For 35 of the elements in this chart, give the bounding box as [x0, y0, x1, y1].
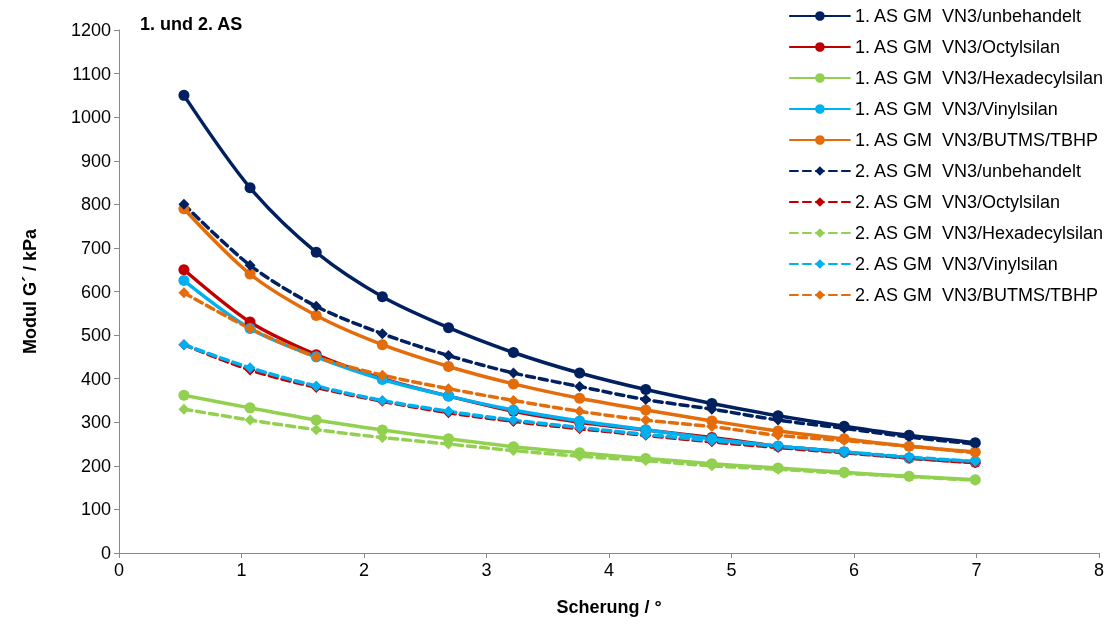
legend-label: 2. AS GM VN3/unbehandelt [854, 161, 1082, 181]
y-tick-label: 1000 [70, 107, 111, 128]
legend-label: 1. AS GM VN3/Vinylsilan [854, 99, 1058, 119]
x-tick-label: 0 [113, 560, 125, 580]
legend-label: 1. AS GM VN3/BUTMS/TBHP [854, 130, 1098, 150]
legend-label: 1. AS GM VN3/unbehandelt [854, 6, 1082, 26]
x-axis-title: Scherung / ° [556, 597, 662, 617]
y-tick-label: 800 [80, 194, 111, 215]
legend-label: 1. AS GM VN3/Hexadecylsilan [854, 68, 1104, 88]
legend-label: 2. AS GM VN3/BUTMS/TBHP [854, 285, 1098, 305]
x-tick-label: 4 [603, 560, 615, 580]
x-tick-label: 6 [848, 560, 860, 580]
y-tick-label: 600 [80, 281, 111, 302]
y-tick-label: 200 [80, 455, 111, 476]
y-tick-label: 100 [80, 499, 111, 520]
y-tick-label: 900 [80, 150, 111, 171]
x-tick-label: 3 [481, 560, 492, 580]
y-tick-label: 1200 [70, 20, 111, 40]
legend-label: 1. AS GM VN3/Octylsilan [854, 37, 1060, 57]
y-tick-label: 300 [80, 412, 111, 433]
chart-title: 1. und 2. AS [140, 14, 243, 34]
y-tick-label: 500 [80, 325, 111, 346]
y-tick-label: 0 [100, 543, 111, 563]
x-tick-label: 2 [358, 560, 370, 580]
legend-label: 2. AS GM VN3/Vinylsilan [854, 254, 1058, 274]
legend-label: 2. AS GM VN3/Hexadecylsilan [854, 223, 1104, 243]
x-tick-label: 7 [971, 560, 982, 580]
x-tick-label: 5 [726, 560, 737, 580]
y-axis-title: Modul G´ / kPa [20, 228, 40, 355]
legend-label: 2. AS GM VN3/Octylsilan [854, 192, 1060, 212]
x-tick-label: 1 [236, 560, 247, 580]
x-tick-label: 8 [1093, 560, 1105, 580]
y-tick-label: 1100 [72, 63, 111, 84]
y-tick-label: 400 [80, 368, 111, 389]
y-tick-label: 700 [80, 237, 111, 258]
